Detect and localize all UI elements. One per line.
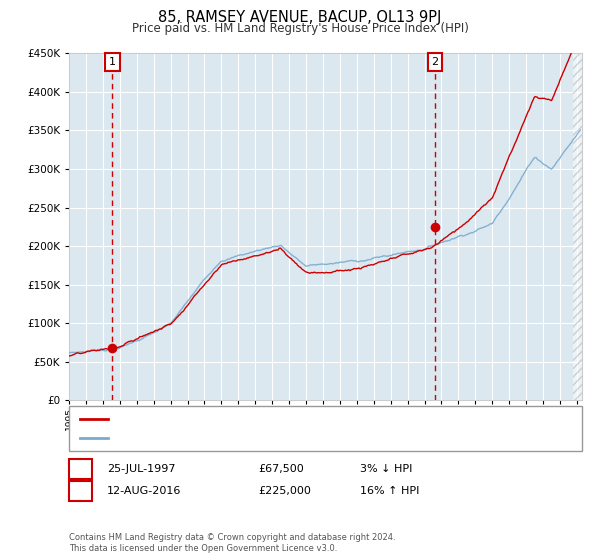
Text: 2: 2 bbox=[77, 486, 84, 496]
Text: 12-AUG-2016: 12-AUG-2016 bbox=[107, 486, 181, 496]
Text: 1: 1 bbox=[77, 464, 84, 474]
Text: £67,500: £67,500 bbox=[258, 464, 304, 474]
Bar bbox=[572, 53, 582, 400]
Text: 16% ↑ HPI: 16% ↑ HPI bbox=[360, 486, 419, 496]
Text: 2: 2 bbox=[431, 57, 439, 67]
Text: Price paid vs. HM Land Registry's House Price Index (HPI): Price paid vs. HM Land Registry's House … bbox=[131, 22, 469, 35]
Text: £225,000: £225,000 bbox=[258, 486, 311, 496]
Text: 3% ↓ HPI: 3% ↓ HPI bbox=[360, 464, 412, 474]
Text: 25-JUL-1997: 25-JUL-1997 bbox=[107, 464, 175, 474]
Text: 1: 1 bbox=[109, 57, 116, 67]
Text: Contains HM Land Registry data © Crown copyright and database right 2024.
This d: Contains HM Land Registry data © Crown c… bbox=[69, 533, 395, 553]
Text: 85, RAMSEY AVENUE, BACUP, OL13 9PJ (detached house): 85, RAMSEY AVENUE, BACUP, OL13 9PJ (deta… bbox=[114, 413, 411, 423]
Text: HPI: Average price, detached house, Rossendale: HPI: Average price, detached house, Ross… bbox=[114, 433, 366, 444]
Text: 85, RAMSEY AVENUE, BACUP, OL13 9PJ: 85, RAMSEY AVENUE, BACUP, OL13 9PJ bbox=[158, 10, 442, 25]
